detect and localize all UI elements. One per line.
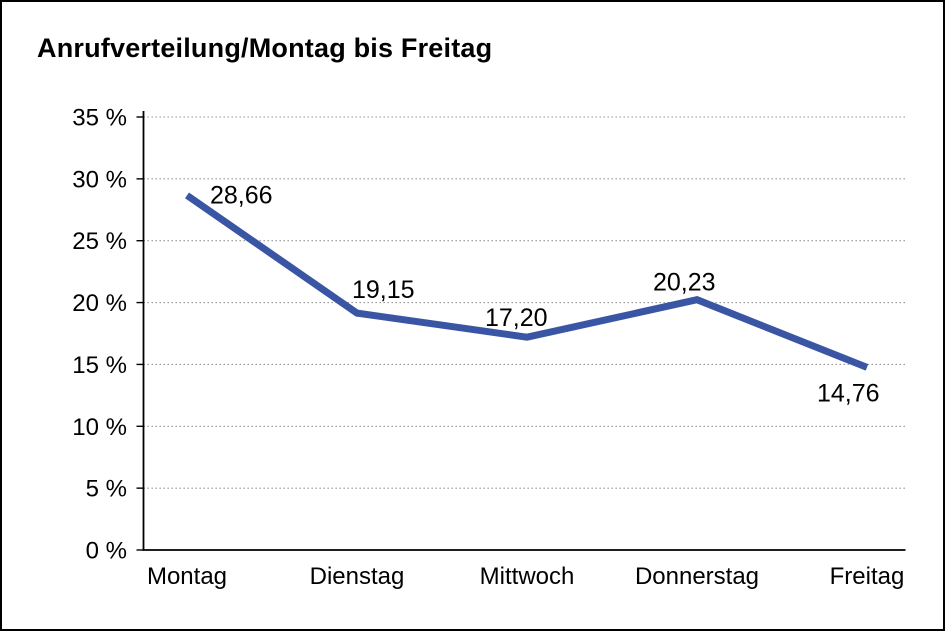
x-category-label: Dienstag [310, 563, 405, 590]
x-category-label: Montag [147, 563, 227, 590]
y-tick-label: 30 % [72, 166, 127, 193]
x-category-label: Mittwoch [480, 563, 575, 590]
y-tick-label: 35 % [72, 105, 127, 132]
y-tick-label: 20 % [72, 290, 127, 317]
y-tick-label: 10 % [72, 414, 127, 441]
data-point-value-label: 19,15 [352, 276, 415, 304]
data-series-line [185, 192, 869, 371]
y-tick-label: 5 % [86, 476, 127, 503]
data-point-value-label: 28,66 [210, 181, 273, 209]
y-tick-label: 0 % [86, 538, 127, 565]
chart-title: Anrufverteilung/Montag bis Freitag [37, 33, 493, 63]
x-category-label: Donnerstag [635, 563, 759, 590]
data-point-value-label: 20,23 [653, 269, 716, 297]
data-point-value-label: 17,20 [485, 304, 548, 332]
data-point-value-label: 14,76 [817, 379, 880, 407]
x-category-label: Freitag [830, 563, 905, 590]
y-tick-label: 25 % [72, 228, 127, 255]
y-tick-label: 15 % [72, 352, 127, 379]
